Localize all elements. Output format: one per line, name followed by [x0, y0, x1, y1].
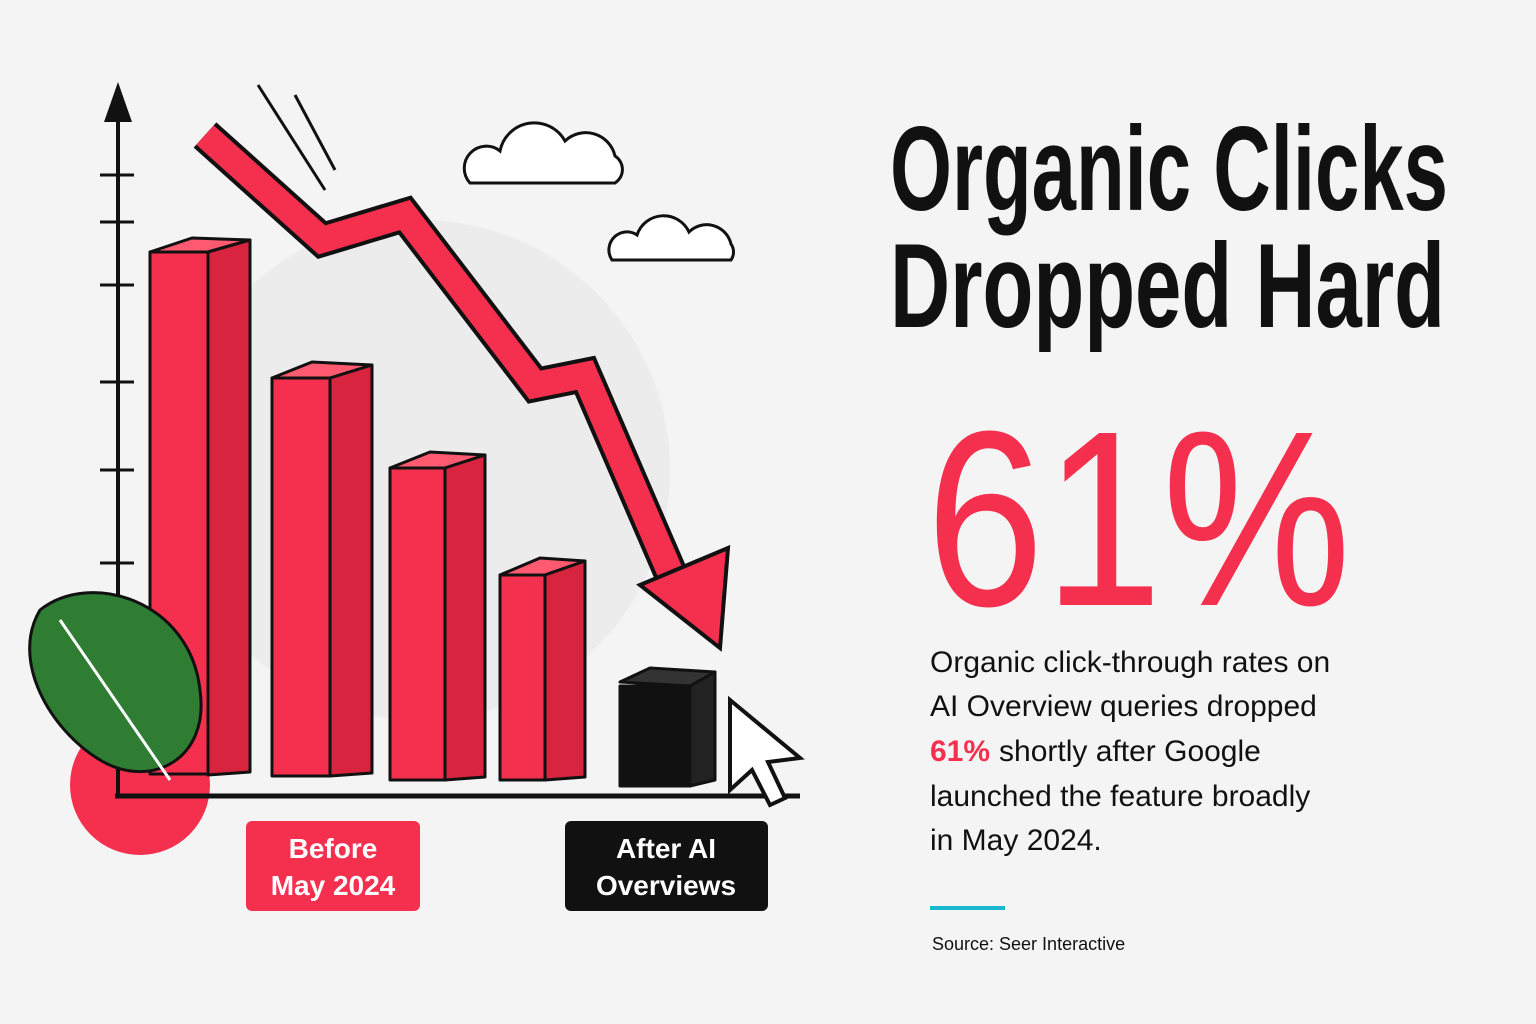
highlight: 61%: [930, 735, 990, 768]
title: Organic Clicks: [890, 102, 1448, 236]
cloud: [462, 121, 624, 185]
label-before: May 2024: [271, 870, 396, 901]
label-before: Before: [289, 833, 378, 864]
speed-lines: [256, 84, 337, 191]
arrow-head: [636, 544, 731, 652]
illustration: [28, 82, 805, 855]
body-text: shortly after Google: [999, 735, 1261, 768]
label-box: [565, 821, 768, 911]
body-line: Organic click-through rates on: [930, 646, 1330, 679]
trend-arrow: [193, 122, 696, 602]
source: Source: Seer Interactive: [932, 934, 1125, 954]
label-after: After AI: [616, 833, 716, 864]
label-box: [246, 821, 420, 911]
stat: 61%: [926, 379, 1351, 658]
body-line: launched the feature broadly: [930, 780, 1310, 813]
title: Dropped Hard: [890, 219, 1445, 353]
leaf: [28, 591, 203, 781]
cloud: [607, 214, 736, 262]
axis-arrow: [104, 82, 132, 122]
body-line: in May 2024.: [930, 824, 1102, 857]
body-line: AI Overview queries dropped: [930, 690, 1317, 723]
labels: Before May 2024 After AI Overviews: [271, 833, 736, 901]
label-after: Overviews: [596, 870, 736, 901]
body-line: 61% shortly after Google: [930, 735, 1261, 768]
axis-ticks: [100, 173, 134, 565]
body: Organic click-through rates on AI Overvi…: [930, 646, 1330, 857]
cursor: [728, 695, 805, 808]
